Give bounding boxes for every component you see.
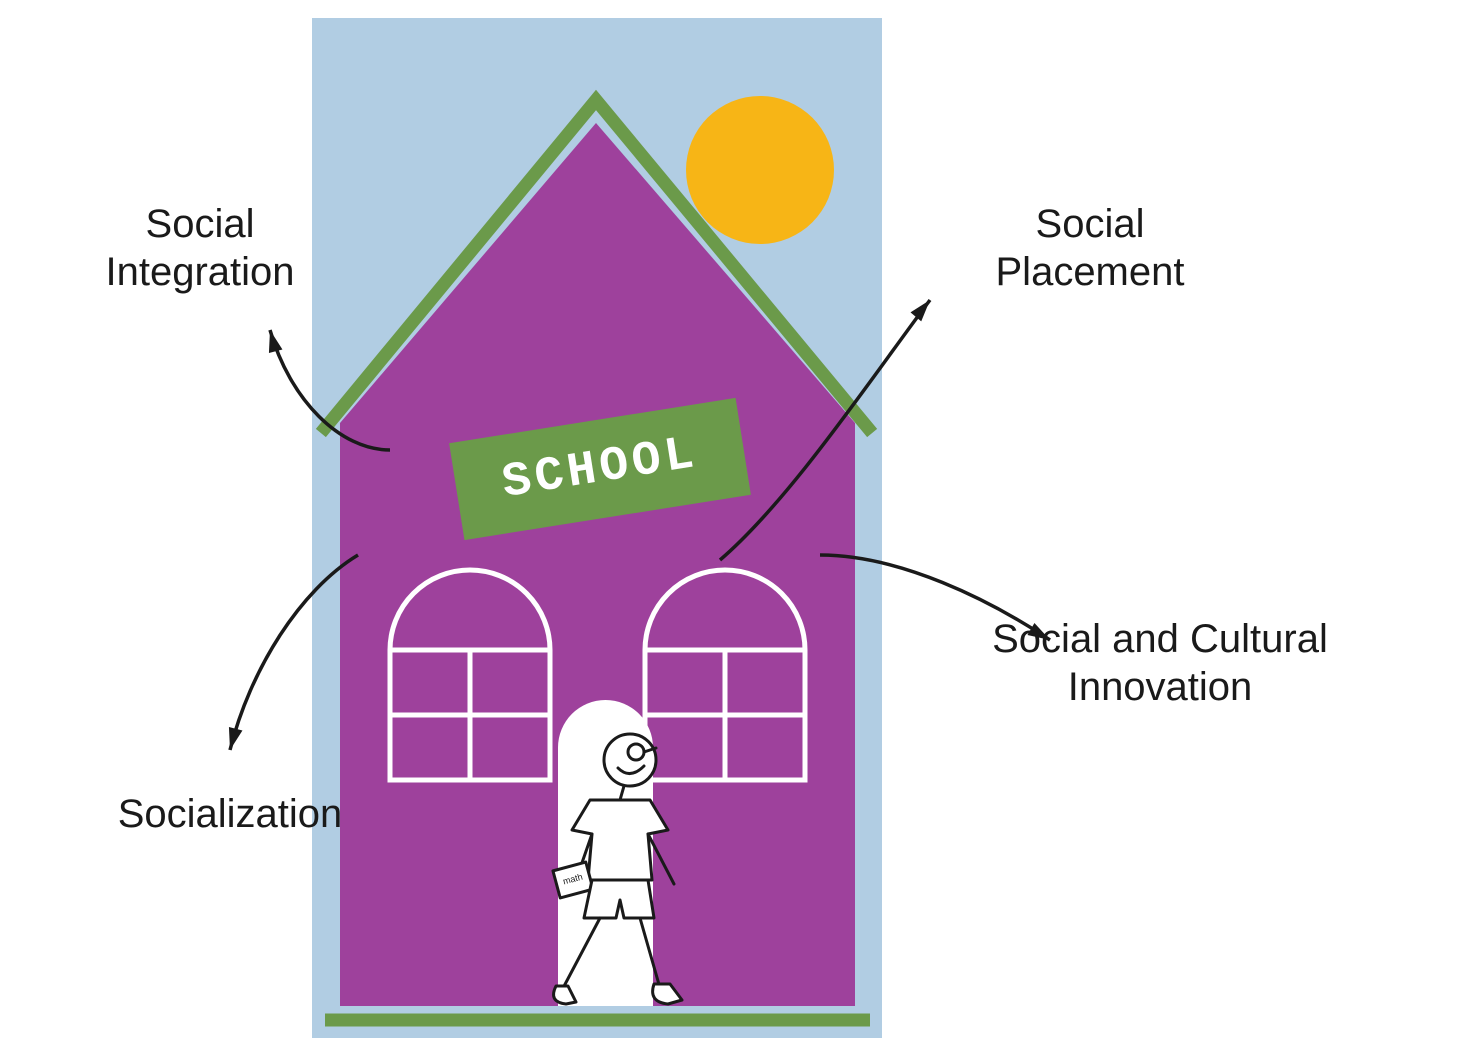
arrowhead-icon: [910, 300, 930, 321]
label-top-left: Social Integration: [90, 200, 310, 296]
arrowhead-icon: [229, 727, 243, 750]
label-line: Innovation: [970, 663, 1350, 711]
label-bot-right: Social and Cultural Innovation: [970, 615, 1350, 711]
label-line: Integration: [90, 248, 310, 296]
diagram-scene: SCHOOLmath: [0, 0, 1458, 1059]
label-line: Socialization: [100, 790, 360, 838]
arrowhead-icon: [269, 330, 283, 353]
label-line: Social and Cultural: [970, 615, 1350, 663]
label-bot-left: Socialization: [100, 790, 360, 838]
label-top-right: Social Placement: [975, 200, 1205, 296]
label-line: Social: [90, 200, 310, 248]
label-line: Social: [975, 200, 1205, 248]
label-line: Placement: [975, 248, 1205, 296]
sun-icon: [686, 96, 834, 244]
